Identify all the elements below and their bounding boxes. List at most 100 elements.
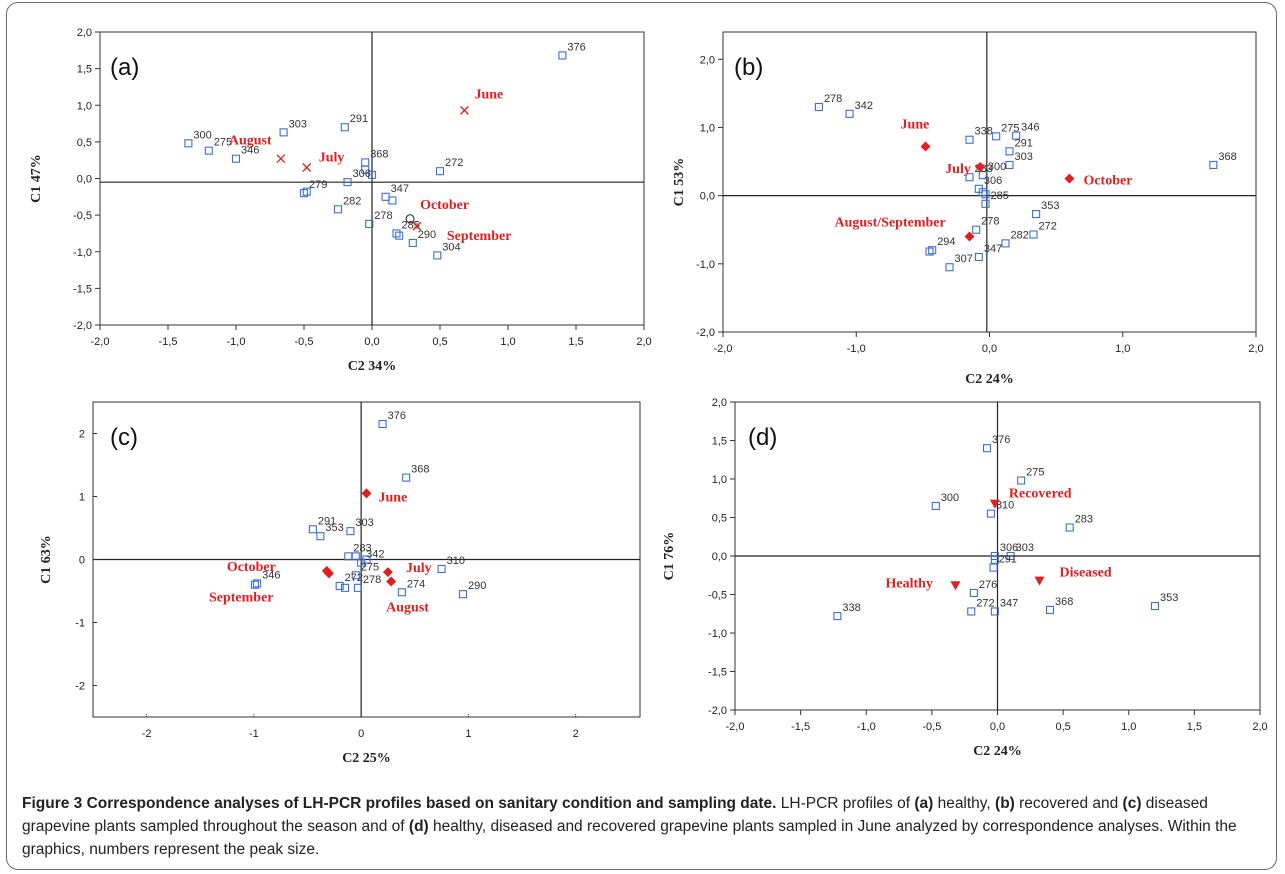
- group-label: July: [945, 162, 971, 177]
- group-label: July: [319, 151, 345, 166]
- y-tick-label: 0: [79, 555, 85, 567]
- caption-body: LH-PCR profiles of (a) healthy, (b) reco…: [22, 795, 1237, 858]
- y-tick-label: 1,0: [77, 100, 92, 112]
- group-label: October: [227, 560, 276, 575]
- data-point: [981, 199, 990, 208]
- data-point: [928, 246, 937, 255]
- data-point: [308, 525, 317, 534]
- data-point: [982, 444, 992, 453]
- data-point: [184, 139, 193, 148]
- data-point: [965, 173, 974, 182]
- data-point: [333, 205, 343, 214]
- peak-label: 306: [1000, 542, 1018, 554]
- group-marker: [950, 581, 961, 591]
- peak-label: 342: [366, 549, 384, 561]
- group-label: June: [901, 118, 930, 133]
- data-point: [1017, 476, 1026, 485]
- y-tick-label: -2: [75, 681, 85, 693]
- x-tick-label: -2,0: [91, 336, 110, 348]
- panel-label: (b): [734, 54, 763, 81]
- data-point: [1012, 131, 1021, 140]
- x-tick-label: -1,0: [857, 721, 876, 733]
- x-tick-label: -0,5: [295, 336, 314, 348]
- x-tick-label: -1,0: [847, 343, 866, 355]
- y-tick-label: 0,0: [712, 551, 727, 563]
- group-marker: [989, 499, 1000, 509]
- x-tick-label: -1,5: [791, 721, 810, 733]
- peak-label: 275: [1001, 122, 1019, 134]
- data-point: [397, 588, 406, 597]
- y-axis-label: C1 47%: [29, 154, 44, 203]
- group-label: October: [1083, 174, 1132, 189]
- peak-label: 346: [241, 145, 259, 157]
- peak-label: 274: [407, 578, 425, 590]
- x-tick-label: -1,0: [227, 336, 246, 348]
- data-point: [402, 473, 411, 482]
- peak-label: 346: [262, 569, 280, 581]
- data-point: [978, 171, 987, 180]
- panel-label: (a): [110, 54, 139, 81]
- data-point: [978, 188, 987, 197]
- peak-label: 376: [567, 41, 585, 53]
- y-tick-label: -1: [75, 618, 85, 630]
- caption-panel-ref: (d): [408, 818, 429, 835]
- peak-label: 272: [976, 597, 994, 609]
- caption-text: healthy, diseased and recovered grapevin…: [22, 818, 1237, 858]
- group-label: August: [229, 134, 272, 149]
- data-point: [1029, 230, 1038, 239]
- peak-label: 306: [353, 168, 371, 180]
- data-point: [969, 588, 978, 598]
- x-tick-label: 0: [358, 728, 364, 740]
- group-marker: [975, 162, 986, 172]
- peak-label: 282: [1010, 229, 1028, 241]
- y-axis-label: C1 53%: [672, 158, 687, 207]
- data-point: [353, 583, 362, 592]
- peak-label: 283: [1075, 514, 1093, 526]
- x-tick-label: 1,5: [1187, 721, 1202, 733]
- x-tick-label: 1,0: [1121, 721, 1136, 733]
- caption-panel-ref: (b): [995, 795, 1015, 812]
- data-point: [299, 189, 309, 198]
- data-point: [279, 128, 288, 137]
- peak-label: 368: [1218, 151, 1236, 163]
- group-marker: [276, 154, 286, 164]
- peak-label: 283: [353, 542, 371, 554]
- y-axis-label: C1 76%: [662, 532, 677, 581]
- y-tick-label: 2: [79, 429, 85, 441]
- group-label: August/September: [835, 216, 946, 231]
- caption-title: Figure 3 Correspondence analyses of LH-P…: [22, 795, 777, 812]
- data-point: [945, 263, 954, 272]
- x-tick-label: -2: [142, 728, 152, 740]
- group-marker: [1064, 173, 1075, 184]
- peak-label: 300: [941, 492, 959, 504]
- data-point: [1150, 601, 1160, 611]
- data-point: [990, 607, 999, 616]
- data-point: [558, 51, 567, 60]
- data-point: [361, 158, 370, 167]
- caption-text: diseased grapevine plants sampled throug…: [22, 795, 1208, 835]
- group-marker: [920, 141, 931, 152]
- group-label: August: [386, 601, 429, 616]
- group-marker: [964, 231, 975, 242]
- y-tick-label: -2,0: [708, 705, 727, 717]
- y-tick-label: 1,0: [712, 474, 727, 486]
- data-point: [925, 247, 934, 256]
- data-point: [392, 229, 401, 238]
- y-axis-label: C1 63%: [39, 535, 54, 584]
- peak-label: 307: [955, 253, 973, 265]
- peak-label: 347: [1000, 597, 1018, 609]
- y-tick-label: 0,5: [712, 513, 727, 525]
- figure-charts: -2,0 -1,5 -1,0 -0,5 0,0 0,5 1,0 1,5 2,0 2,0 1,5 1,0…: [29, 27, 1268, 766]
- group-label: Diseased: [1060, 566, 1112, 581]
- peak-label: 368: [411, 464, 429, 476]
- y-tick-label: 1,5: [712, 436, 727, 448]
- x-tick-label: 2,0: [1252, 721, 1267, 733]
- data-point: [965, 135, 974, 144]
- group-label: Recovered: [1009, 487, 1072, 502]
- x-tick-label: 0,5: [1055, 721, 1070, 733]
- peak-label: 276: [979, 579, 997, 591]
- x-tick-label: 1,5: [568, 336, 583, 348]
- x-tick-label: 2,0: [636, 336, 651, 348]
- data-point: [437, 564, 446, 574]
- data-point: [388, 196, 397, 205]
